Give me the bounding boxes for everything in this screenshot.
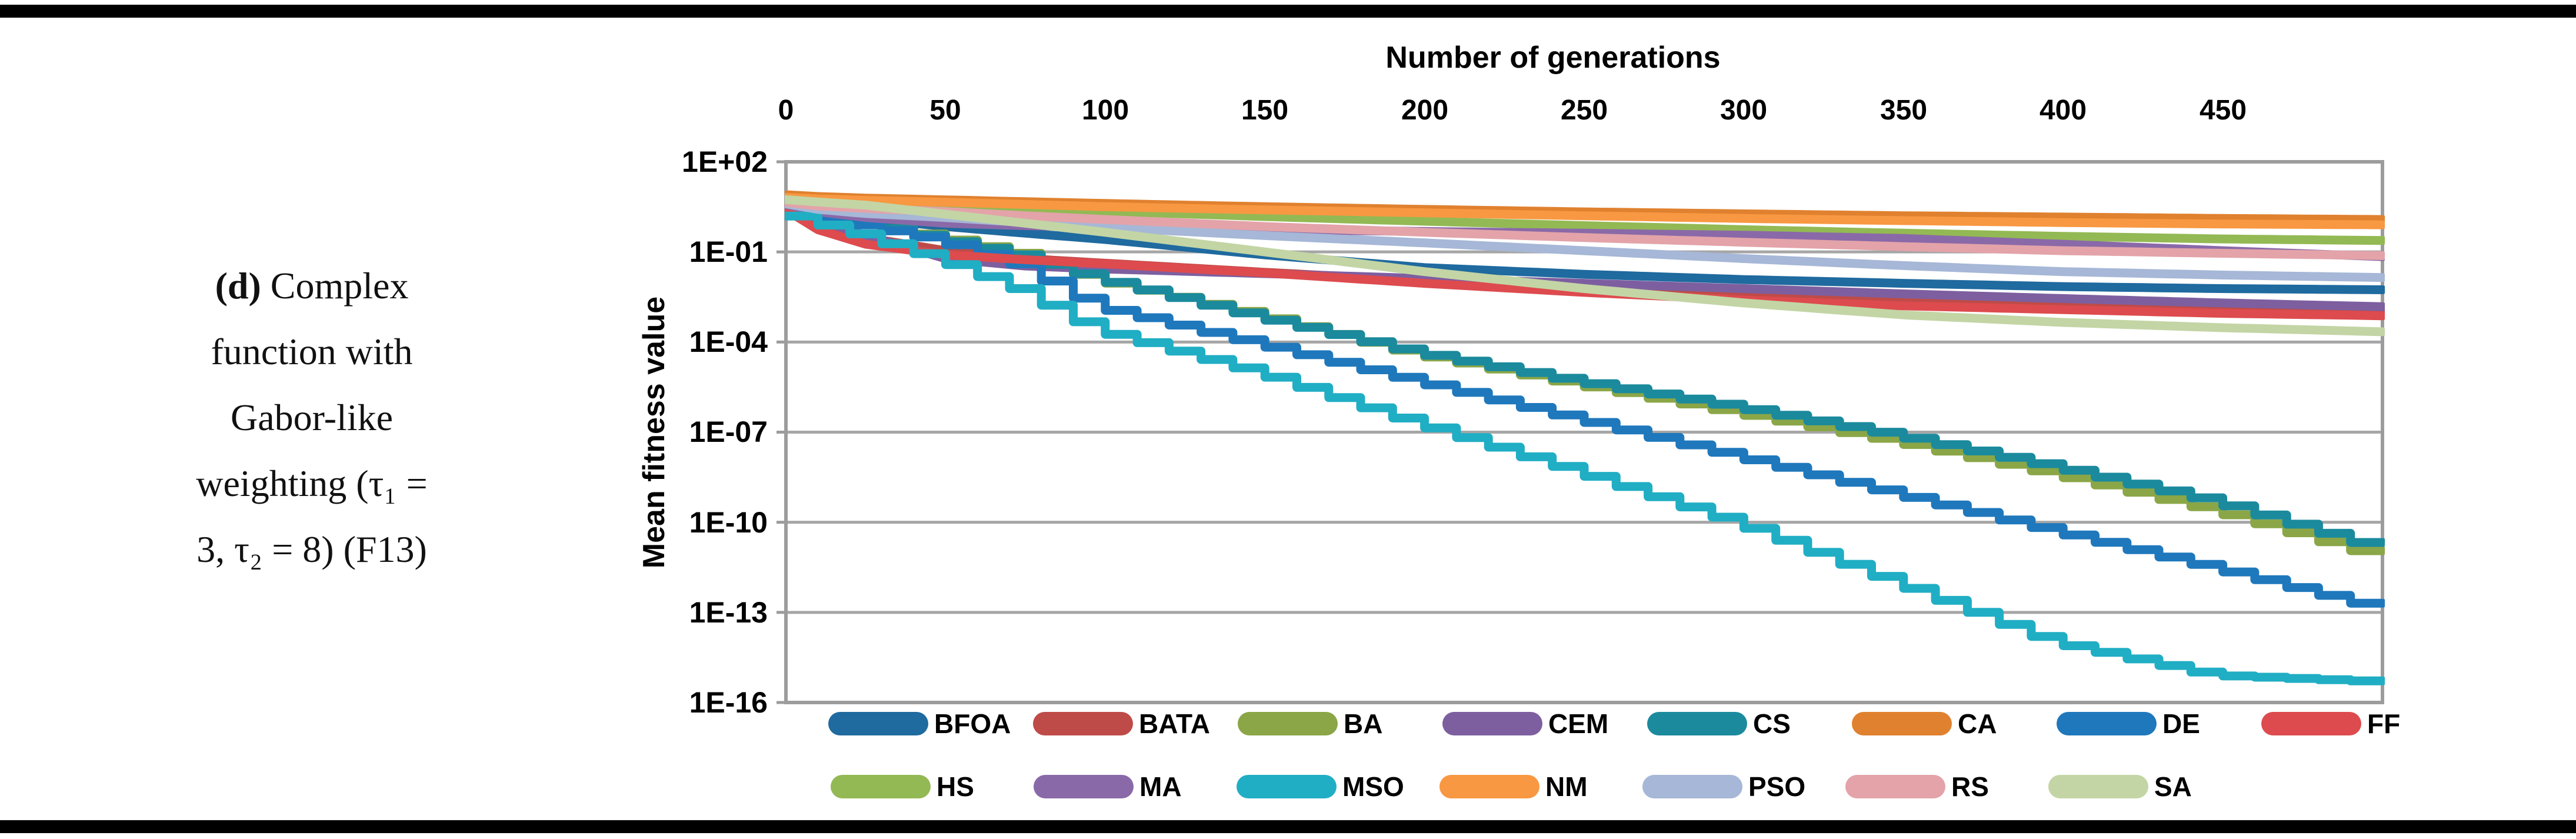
caption-line: Gabor-like bbox=[231, 397, 393, 438]
legend-swatch-NM bbox=[1439, 775, 1539, 798]
legend-label-RS: RS bbox=[1951, 771, 1989, 802]
legend-swatch-RS bbox=[1845, 775, 1945, 798]
legend-item-BA: BA bbox=[1238, 708, 1442, 740]
legend-item-CA: CA bbox=[1852, 708, 2057, 740]
legend-item-PSO: PSO bbox=[1642, 771, 1845, 803]
legend-item-BATA: BATA bbox=[1033, 708, 1238, 740]
legend-item-SA: SA bbox=[2048, 771, 2251, 803]
legend-item-BFOA: BFOA bbox=[828, 708, 1033, 740]
plot-border bbox=[784, 160, 2384, 704]
x-tick-label: 250 bbox=[1560, 95, 1608, 126]
caption-line: 3, τ₂ = 8) (F13) bbox=[196, 528, 427, 570]
legend-swatch-BATA bbox=[1033, 712, 1133, 735]
x-tick-label: 300 bbox=[1719, 95, 1768, 126]
legend-item-RS: RS bbox=[1845, 771, 2048, 803]
legend-item-DE: DE bbox=[2057, 708, 2261, 740]
legend-label-CEM: CEM bbox=[1548, 708, 1609, 739]
x-tick-label: 350 bbox=[1879, 95, 1928, 126]
legend-item-NM: NM bbox=[1439, 771, 1642, 803]
x-axis-title: Number of generations bbox=[1385, 41, 1721, 75]
legend-swatch-MA bbox=[1034, 775, 1134, 798]
legend-label-BFOA: BFOA bbox=[934, 708, 1011, 739]
legend-label-FF: FF bbox=[2367, 708, 2401, 739]
series-line-DE bbox=[785, 209, 2385, 608]
y-tick-label: 1E-01 bbox=[689, 235, 768, 268]
series-line-RS bbox=[785, 198, 2385, 260]
legend-swatch-CA bbox=[1852, 712, 1952, 735]
x-tick-label: 450 bbox=[2199, 95, 2247, 126]
y-tick-label: 1E-16 bbox=[689, 686, 768, 719]
legend-label-CS: CS bbox=[1753, 708, 1791, 739]
legend-label-BATA: BATA bbox=[1139, 708, 1210, 739]
series-group bbox=[785, 190, 2385, 685]
legend-row-2: HS MA MSO NM PSO RS SA bbox=[831, 771, 2251, 803]
legend-swatch-PSO bbox=[1642, 775, 1742, 798]
legend-item-MSO: MSO bbox=[1237, 771, 1439, 803]
table-border-top bbox=[0, 5, 2576, 18]
y-tick-label: 1E-04 bbox=[689, 325, 768, 358]
legend-item-MA: MA bbox=[1034, 771, 1237, 803]
legend-label-BA: BA bbox=[1344, 708, 1383, 739]
x-tick-label: 200 bbox=[1401, 95, 1449, 126]
legend-swatch-DE bbox=[2057, 712, 2157, 735]
caption-line: function with bbox=[211, 331, 413, 372]
legend-swatch-HS bbox=[831, 775, 931, 798]
y-tick-label: 1E-13 bbox=[689, 596, 768, 629]
x-tick-label: 0 bbox=[778, 95, 794, 126]
table-border-bottom bbox=[0, 820, 2576, 833]
y-tick-label: 1E+02 bbox=[682, 145, 768, 178]
legend-item-HS: HS bbox=[831, 771, 1034, 803]
legend-item-CEM: CEM bbox=[1442, 708, 1647, 740]
legend-label-NM: NM bbox=[1545, 771, 1588, 802]
legend-swatch-BA bbox=[1238, 712, 1338, 735]
caption-line: weighting (τ₁ = bbox=[196, 462, 428, 504]
legend-label-CA: CA bbox=[1958, 708, 1997, 739]
legend-label-MSO: MSO bbox=[1342, 771, 1404, 802]
y-tick-label: 1E-07 bbox=[689, 415, 768, 448]
series-line-BFOA bbox=[785, 201, 2385, 294]
legend-label-HS: HS bbox=[937, 771, 974, 802]
legend-swatch-CS bbox=[1647, 712, 1747, 735]
y-tick-label: 1E-10 bbox=[689, 506, 768, 539]
caption-line: (d) Complex bbox=[215, 265, 409, 307]
legend-label-PSO: PSO bbox=[1748, 771, 1806, 802]
legend-swatch-BFOA bbox=[828, 712, 928, 735]
x-tick-label: 50 bbox=[929, 95, 961, 126]
series-line-MSO bbox=[785, 211, 2385, 685]
series-line-NM bbox=[785, 193, 2385, 229]
legend-swatch-FF bbox=[2261, 712, 2361, 735]
legend-label-SA: SA bbox=[2154, 771, 2192, 802]
legend-item-FF: FF bbox=[2261, 708, 2466, 740]
figure-caption: (d) Complex function with Gabor-like wei… bbox=[41, 253, 582, 582]
series-line-HS bbox=[785, 196, 2385, 245]
series-line-SA bbox=[785, 195, 2385, 337]
legend-label-DE: DE bbox=[2162, 708, 2200, 739]
x-tick-label: 100 bbox=[1081, 95, 1129, 126]
legend-swatch-CEM bbox=[1442, 712, 1542, 735]
legend-swatch-SA bbox=[2048, 775, 2148, 798]
legend-swatch-MSO bbox=[1237, 775, 1337, 798]
x-tick-label: 400 bbox=[2039, 95, 2087, 126]
legend-row-1: BFOA BATA BA CEM CS CA DE FF bbox=[828, 708, 2466, 740]
x-tick-label: 150 bbox=[1241, 95, 1289, 126]
caption-panel-label: (d) bbox=[215, 265, 261, 307]
legend-label-MA: MA bbox=[1139, 771, 1182, 802]
legend-item-CS: CS bbox=[1647, 708, 1852, 740]
